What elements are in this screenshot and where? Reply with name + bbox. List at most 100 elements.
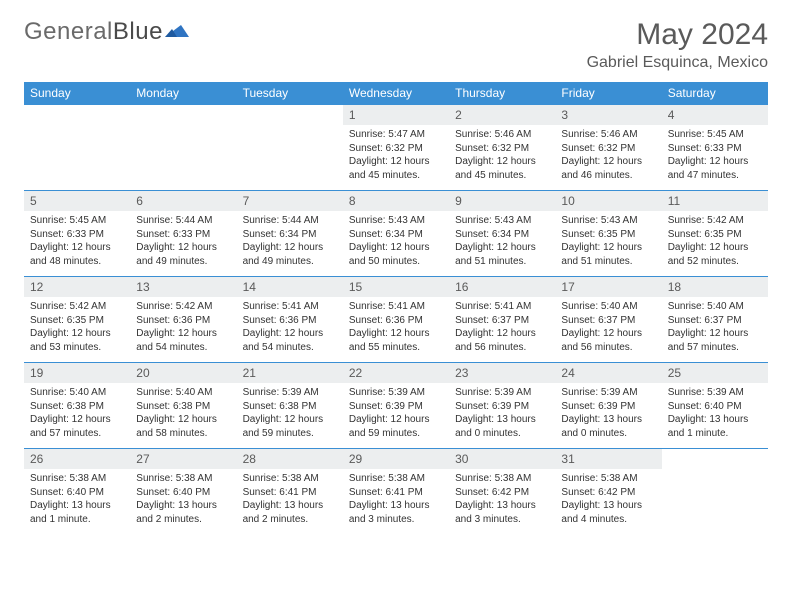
month-title: May 2024	[587, 18, 768, 52]
day-details: Sunrise: 5:39 AMSunset: 6:39 PMDaylight:…	[555, 383, 661, 446]
day-cell: 21Sunrise: 5:39 AMSunset: 6:38 PMDayligh…	[237, 363, 343, 449]
day-cell: ..	[130, 105, 236, 191]
day-number: 4	[662, 105, 768, 125]
day-details: Sunrise: 5:43 AMSunset: 6:35 PMDaylight:…	[555, 211, 661, 274]
day-details: Sunrise: 5:45 AMSunset: 6:33 PMDaylight:…	[24, 211, 130, 274]
day-details: Sunrise: 5:38 AMSunset: 6:41 PMDaylight:…	[343, 469, 449, 532]
day-number: 24	[555, 363, 661, 383]
header: GeneralBlue May 2024 Gabriel Esquinca, M…	[24, 18, 768, 72]
day-number: 23	[449, 363, 555, 383]
week-row: 19Sunrise: 5:40 AMSunset: 6:38 PMDayligh…	[24, 363, 768, 449]
day-cell: 18Sunrise: 5:40 AMSunset: 6:37 PMDayligh…	[662, 277, 768, 363]
day-header: Sunday	[24, 82, 130, 105]
logo-part1: General	[24, 18, 113, 45]
logo-part2: Blue	[113, 18, 163, 45]
calendar-table: SundayMondayTuesdayWednesdayThursdayFrid…	[24, 82, 768, 535]
day-cell: 19Sunrise: 5:40 AMSunset: 6:38 PMDayligh…	[24, 363, 130, 449]
day-cell: 8Sunrise: 5:43 AMSunset: 6:34 PMDaylight…	[343, 191, 449, 277]
day-cell: 2Sunrise: 5:46 AMSunset: 6:32 PMDaylight…	[449, 105, 555, 191]
day-number: 13	[130, 277, 236, 297]
day-details: Sunrise: 5:43 AMSunset: 6:34 PMDaylight:…	[449, 211, 555, 274]
calendar-body: ...... 1Sunrise: 5:47 AMSunset: 6:32 PMDa…	[24, 105, 768, 535]
day-cell: 9Sunrise: 5:43 AMSunset: 6:34 PMDaylight…	[449, 191, 555, 277]
day-details: Sunrise: 5:46 AMSunset: 6:32 PMDaylight:…	[555, 125, 661, 188]
day-cell: ..	[24, 105, 130, 191]
day-cell: 28Sunrise: 5:38 AMSunset: 6:41 PMDayligh…	[237, 449, 343, 535]
day-details: Sunrise: 5:38 AMSunset: 6:40 PMDaylight:…	[24, 469, 130, 532]
logo-flag-icon	[165, 19, 191, 46]
day-cell: 22Sunrise: 5:39 AMSunset: 6:39 PMDayligh…	[343, 363, 449, 449]
day-details: Sunrise: 5:41 AMSunset: 6:36 PMDaylight:…	[343, 297, 449, 360]
day-number: 5	[24, 191, 130, 211]
week-row: ......1Sunrise: 5:47 AMSunset: 6:32 PMDa…	[24, 105, 768, 191]
day-details: Sunrise: 5:40 AMSunset: 6:37 PMDaylight:…	[662, 297, 768, 360]
day-number: 20	[130, 363, 236, 383]
day-number: 9	[449, 191, 555, 211]
day-cell: ..	[662, 449, 768, 535]
day-details: Sunrise: 5:40 AMSunset: 6:38 PMDaylight:…	[130, 383, 236, 446]
day-number: 12	[24, 277, 130, 297]
title-block: May 2024 Gabriel Esquinca, Mexico	[587, 18, 768, 72]
day-cell: 1Sunrise: 5:47 AMSunset: 6:32 PMDaylight…	[343, 105, 449, 191]
day-details: Sunrise: 5:38 AMSunset: 6:40 PMDaylight:…	[130, 469, 236, 532]
day-cell: 31Sunrise: 5:38 AMSunset: 6:42 PMDayligh…	[555, 449, 661, 535]
day-header: Friday	[555, 82, 661, 105]
day-header: Monday	[130, 82, 236, 105]
day-details: Sunrise: 5:42 AMSunset: 6:35 PMDaylight:…	[24, 297, 130, 360]
day-number: 3	[555, 105, 661, 125]
day-cell: 3Sunrise: 5:46 AMSunset: 6:32 PMDaylight…	[555, 105, 661, 191]
day-number: 1	[343, 105, 449, 125]
day-cell: 29Sunrise: 5:38 AMSunset: 6:41 PMDayligh…	[343, 449, 449, 535]
day-details: Sunrise: 5:38 AMSunset: 6:41 PMDaylight:…	[237, 469, 343, 532]
day-cell: 13Sunrise: 5:42 AMSunset: 6:36 PMDayligh…	[130, 277, 236, 363]
day-cell: 20Sunrise: 5:40 AMSunset: 6:38 PMDayligh…	[130, 363, 236, 449]
day-number: 14	[237, 277, 343, 297]
day-details: Sunrise: 5:42 AMSunset: 6:36 PMDaylight:…	[130, 297, 236, 360]
day-number: 6	[130, 191, 236, 211]
location: Gabriel Esquinca, Mexico	[587, 54, 768, 72]
day-number: 17	[555, 277, 661, 297]
day-cell: 16Sunrise: 5:41 AMSunset: 6:37 PMDayligh…	[449, 277, 555, 363]
day-cell: 14Sunrise: 5:41 AMSunset: 6:36 PMDayligh…	[237, 277, 343, 363]
day-number: 2	[449, 105, 555, 125]
day-number: 8	[343, 191, 449, 211]
day-number: 25	[662, 363, 768, 383]
day-header-row: SundayMondayTuesdayWednesdayThursdayFrid…	[24, 82, 768, 105]
day-header: Thursday	[449, 82, 555, 105]
day-number: 21	[237, 363, 343, 383]
day-cell: 30Sunrise: 5:38 AMSunset: 6:42 PMDayligh…	[449, 449, 555, 535]
week-row: 5Sunrise: 5:45 AMSunset: 6:33 PMDaylight…	[24, 191, 768, 277]
day-number: 15	[343, 277, 449, 297]
day-cell: 7Sunrise: 5:44 AMSunset: 6:34 PMDaylight…	[237, 191, 343, 277]
day-details: Sunrise: 5:41 AMSunset: 6:36 PMDaylight:…	[237, 297, 343, 360]
week-row: 26Sunrise: 5:38 AMSunset: 6:40 PMDayligh…	[24, 449, 768, 535]
day-cell: 25Sunrise: 5:39 AMSunset: 6:40 PMDayligh…	[662, 363, 768, 449]
day-number: 10	[555, 191, 661, 211]
day-cell: 4Sunrise: 5:45 AMSunset: 6:33 PMDaylight…	[662, 105, 768, 191]
day-number: 19	[24, 363, 130, 383]
day-details: Sunrise: 5:40 AMSunset: 6:37 PMDaylight:…	[555, 297, 661, 360]
day-cell: 17Sunrise: 5:40 AMSunset: 6:37 PMDayligh…	[555, 277, 661, 363]
day-cell: 12Sunrise: 5:42 AMSunset: 6:35 PMDayligh…	[24, 277, 130, 363]
day-details: Sunrise: 5:47 AMSunset: 6:32 PMDaylight:…	[343, 125, 449, 188]
day-cell: 27Sunrise: 5:38 AMSunset: 6:40 PMDayligh…	[130, 449, 236, 535]
day-cell: 24Sunrise: 5:39 AMSunset: 6:39 PMDayligh…	[555, 363, 661, 449]
logo-text: GeneralBlue	[24, 18, 163, 46]
day-number: 28	[237, 449, 343, 469]
day-cell: 26Sunrise: 5:38 AMSunset: 6:40 PMDayligh…	[24, 449, 130, 535]
day-header: Tuesday	[237, 82, 343, 105]
day-details: Sunrise: 5:44 AMSunset: 6:34 PMDaylight:…	[237, 211, 343, 274]
day-header: Wednesday	[343, 82, 449, 105]
day-cell: 23Sunrise: 5:39 AMSunset: 6:39 PMDayligh…	[449, 363, 555, 449]
day-number: 26	[24, 449, 130, 469]
day-cell: 10Sunrise: 5:43 AMSunset: 6:35 PMDayligh…	[555, 191, 661, 277]
day-number: 27	[130, 449, 236, 469]
day-number: 7	[237, 191, 343, 211]
day-details: Sunrise: 5:39 AMSunset: 6:39 PMDaylight:…	[449, 383, 555, 446]
day-cell: 6Sunrise: 5:44 AMSunset: 6:33 PMDaylight…	[130, 191, 236, 277]
day-details: Sunrise: 5:44 AMSunset: 6:33 PMDaylight:…	[130, 211, 236, 274]
day-details: Sunrise: 5:39 AMSunset: 6:38 PMDaylight:…	[237, 383, 343, 446]
day-number: 11	[662, 191, 768, 211]
day-number: 30	[449, 449, 555, 469]
day-details: Sunrise: 5:40 AMSunset: 6:38 PMDaylight:…	[24, 383, 130, 446]
